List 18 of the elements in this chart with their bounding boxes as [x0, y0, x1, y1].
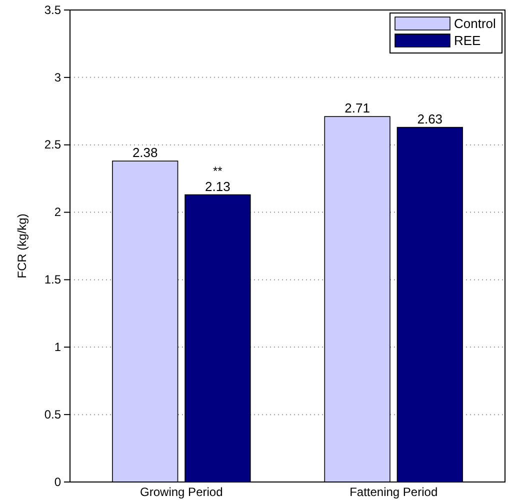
legend-label: REE: [454, 33, 482, 48]
y-tick-label: 1.5: [44, 272, 62, 287]
legend-label: Control: [454, 16, 496, 31]
y-tick-label: 2.5: [44, 138, 62, 152]
data-label: 2.13: [205, 178, 230, 194]
x-tick-label: Growing Period: [140, 484, 223, 499]
data-label: 2.63: [417, 111, 443, 126]
y-tick-label: 0.5: [44, 407, 62, 422]
annotation: **: [213, 164, 223, 178]
data-label: 2.71: [344, 100, 370, 116]
y-tick-label: 1: [54, 340, 62, 354]
y-tick-label: 3.5: [44, 2, 62, 17]
y-tick-label: 0: [54, 474, 62, 489]
data-label: 2.38: [132, 145, 158, 160]
y-axis-title: FCR (kg/kg): [15, 214, 29, 278]
x-tick-label: Fattening Period: [350, 484, 438, 499]
y-tick-label: 3: [54, 70, 62, 84]
y-tick-label: 2: [54, 205, 62, 220]
